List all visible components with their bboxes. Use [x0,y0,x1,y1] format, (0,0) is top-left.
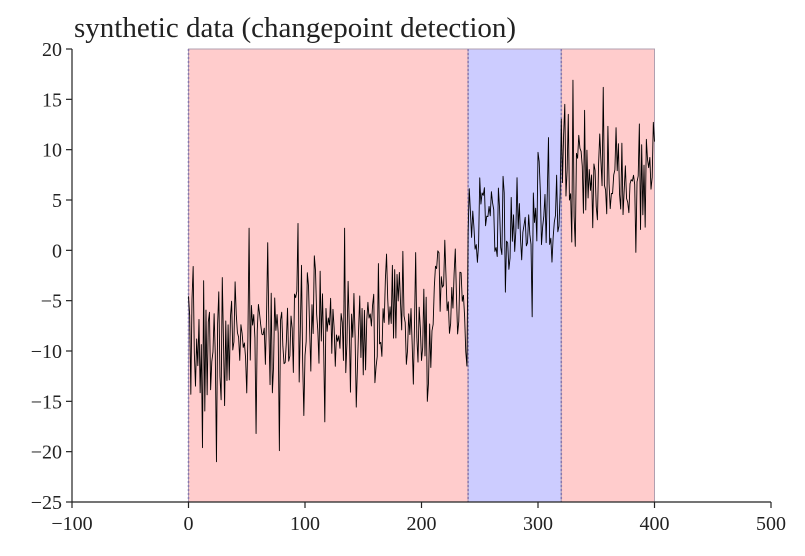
x-axis-ticks: −100 0 100 200 300 400 500 [51,502,786,535]
chart-title: synthetic data (changepoint detection) [74,12,516,44]
data-series [188,79,655,463]
y-tick-label: 20 [42,39,62,61]
changepoint-regions [188,48,655,503]
series-line-0 [188,79,655,463]
x-tick-label: 300 [523,513,553,535]
x-tick-label: 400 [640,513,670,535]
y-tick-label: −25 [31,492,62,514]
y-tick-label: −10 [31,341,62,363]
region-0 [188,48,469,503]
region-2 [560,48,655,503]
y-tick-label: −20 [31,442,62,464]
y-tick-label: 15 [42,89,62,111]
x-tick-label: 0 [184,513,194,535]
region-1 [467,48,562,503]
y-tick-label: −15 [31,391,62,413]
x-tick-label: 100 [290,513,320,535]
y-tick-label: 5 [52,190,62,212]
y-tick-label: 10 [42,140,62,162]
x-tick-label: 500 [756,513,786,535]
y-tick-label: −5 [41,291,62,313]
y-tick-label: 0 [52,240,62,262]
x-tick-label: −100 [51,513,92,535]
y-axis-ticks: −25 −20 −15 −10 −5 0 5 10 15 20 [31,39,72,514]
changepoint-lines [187,49,563,502]
x-tick-label: 200 [407,513,437,535]
